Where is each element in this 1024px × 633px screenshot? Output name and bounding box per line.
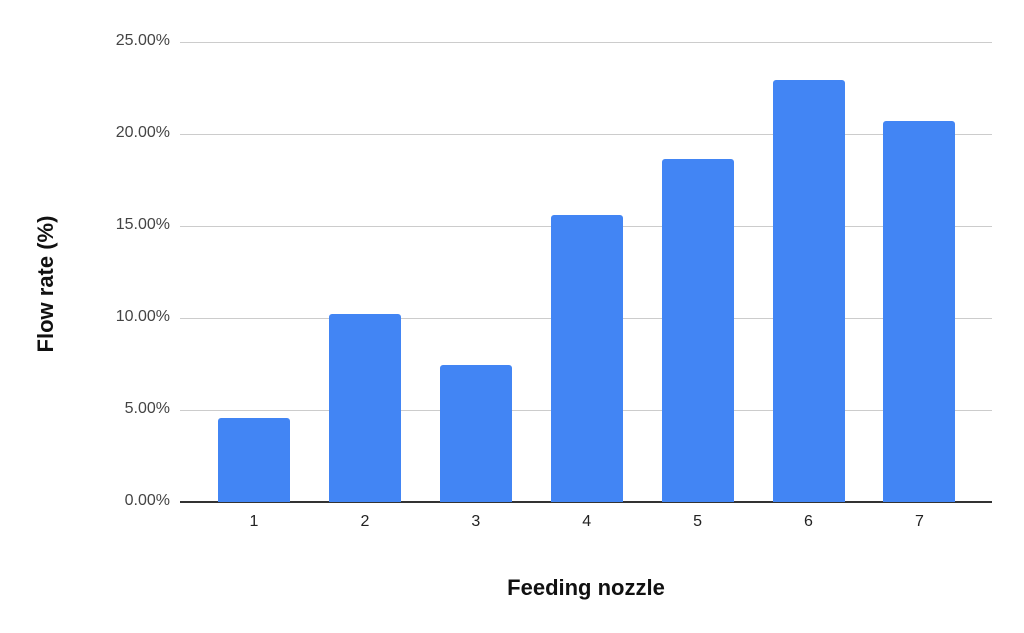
y-tick-label: 15.00%: [115, 215, 170, 233]
y-tick-label: 5.00%: [124, 399, 170, 417]
y-tick-label: 10.00%: [115, 307, 170, 325]
y-axis-title: Flow rate (%): [33, 215, 58, 353]
bar-nozzle-4[interactable]: [550, 214, 623, 502]
bar-nozzle-7[interactable]: [883, 121, 956, 502]
x-tick-label: 7: [914, 513, 924, 530]
bar-nozzle-2[interactable]: [328, 314, 401, 502]
gridline: [180, 134, 992, 135]
x-tick-label: 2: [360, 513, 370, 530]
x-tick-label: 3: [471, 513, 481, 530]
y-tick-label: 20.00%: [115, 123, 170, 141]
x-axis-title: Feeding nozzle: [507, 575, 665, 600]
gridline: [180, 42, 992, 43]
y-tick-label: 0.00%: [124, 492, 170, 509]
x-tick-label: 1: [249, 513, 259, 530]
bar-nozzle-6[interactable]: [772, 80, 845, 502]
x-axis-baseline: [180, 501, 992, 503]
x-tick-label: 4: [582, 513, 592, 530]
bar-nozzle-1[interactable]: [218, 418, 290, 502]
bar-nozzle-3[interactable]: [439, 365, 512, 502]
y-tick-label: 25.00%: [115, 31, 170, 49]
bar-nozzle-5[interactable]: [661, 158, 734, 502]
x-tick-label: 5: [693, 513, 703, 530]
x-tick-label: 6: [804, 513, 813, 530]
